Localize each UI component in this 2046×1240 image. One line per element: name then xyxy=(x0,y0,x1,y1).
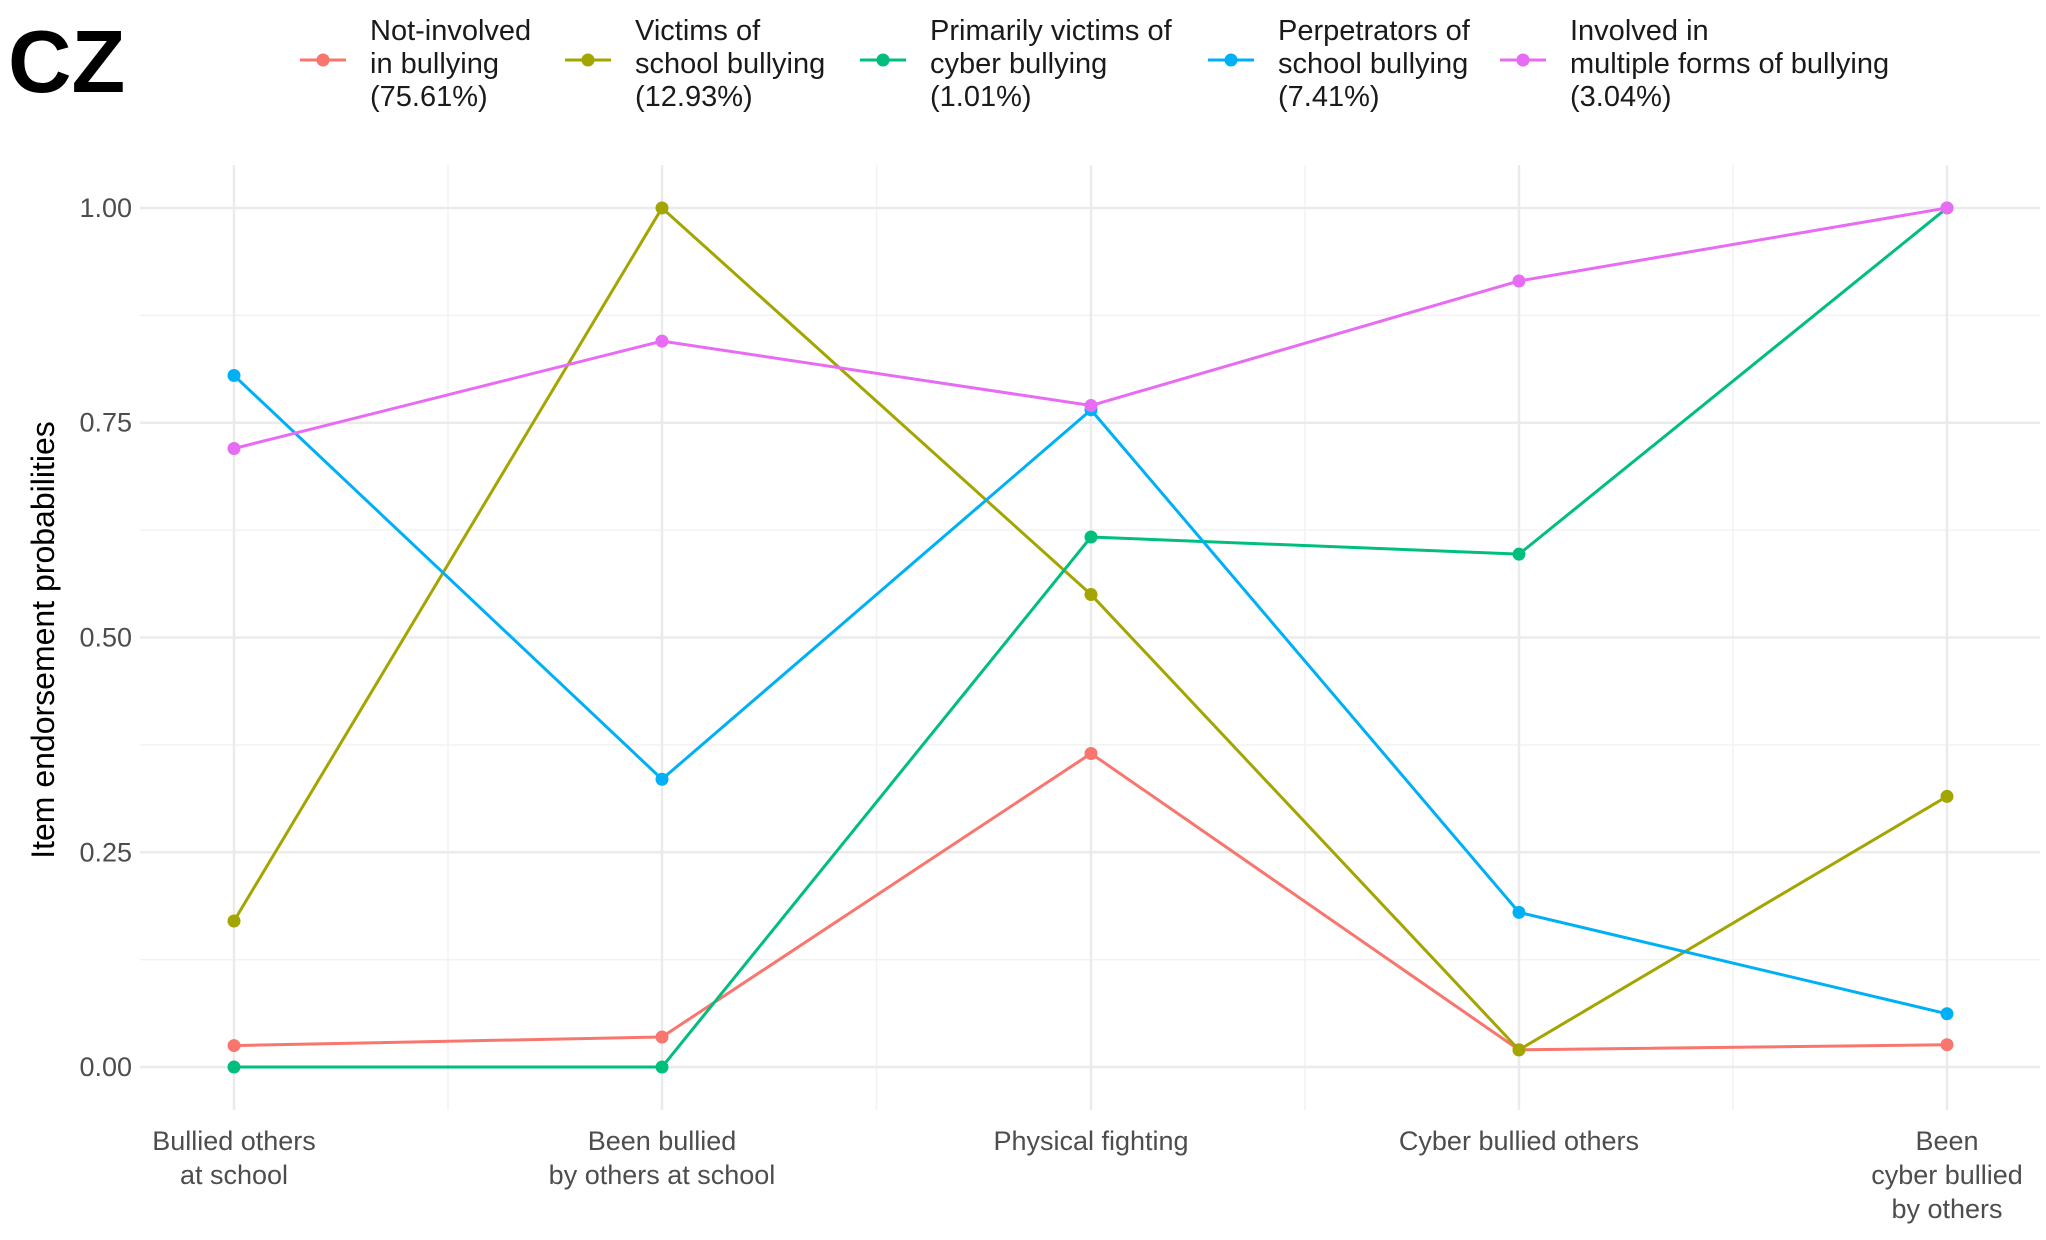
legend-item: Perpetrators of school bullying (7.41%) xyxy=(1208,15,1471,113)
data-point xyxy=(227,442,241,455)
legend-item: Primarily victims of cyber bullying (1.01%… xyxy=(860,15,1173,113)
panel-label: CZ xyxy=(8,12,125,111)
data-point xyxy=(1940,201,1954,215)
data-point xyxy=(1512,274,1526,288)
data-point xyxy=(655,201,669,215)
y-tick-label: 1.00 xyxy=(79,193,132,223)
legend-label: Victims of school bullying (12.93%) xyxy=(635,15,825,113)
data-point xyxy=(1512,905,1526,919)
data-point xyxy=(1084,399,1098,413)
legend-label: Perpetrators of school bullying (7.41%) xyxy=(1278,15,1471,113)
data-point xyxy=(655,334,669,348)
data-point xyxy=(1512,1043,1526,1057)
legend: Not-involved in bullying (75.61%) Victims o… xyxy=(300,15,1889,113)
data-point xyxy=(227,1060,241,1074)
x-axis: Bullied others at school Been bullied by ot… xyxy=(152,1126,2023,1224)
y-tick-label: 0.50 xyxy=(79,623,132,653)
legend-key-point xyxy=(876,53,890,67)
series-group xyxy=(227,201,1954,1074)
data-point xyxy=(1084,746,1098,760)
x-tick-label: Bullied others at school xyxy=(152,1126,316,1190)
data-point xyxy=(1940,789,1954,803)
legend-label: Primarily victims of cyber bullying (1.01%… xyxy=(930,15,1173,113)
y-tick-label: 0.00 xyxy=(79,1052,132,1082)
legend-item: Victims of school bullying (12.93%) xyxy=(565,15,825,113)
data-point xyxy=(655,1030,669,1044)
data-point xyxy=(655,772,669,786)
legend-label: Not-involved in bullying (75.61%) xyxy=(370,15,531,113)
data-point xyxy=(1084,530,1098,544)
legend-item: Involved in multiple forms of bullying (3.… xyxy=(1500,15,1889,113)
grid xyxy=(140,165,2040,1110)
legend-item: Not-involved in bullying (75.61%) xyxy=(300,15,531,113)
y-tick-label: 0.25 xyxy=(79,837,132,867)
data-point xyxy=(1084,588,1098,602)
data-point xyxy=(1940,1038,1954,1052)
y-axis-title: Item endorsement probabilities xyxy=(25,421,61,859)
data-point xyxy=(1940,1007,1954,1021)
legend-key-point xyxy=(581,53,595,67)
legend-key-point xyxy=(316,53,330,67)
x-tick-label: Been cyber bullied by others xyxy=(1871,1126,2023,1224)
x-tick-label: Cyber bullied others xyxy=(1399,1126,1639,1156)
y-tick-label: 0.75 xyxy=(79,408,132,438)
legend-key-point xyxy=(1516,53,1530,67)
data-point xyxy=(227,1039,241,1053)
x-tick-label: Been bullied by others at school xyxy=(549,1126,776,1190)
data-point xyxy=(655,1060,669,1074)
y-axis: 0.00 0.25 0.50 0.75 1.00 xyxy=(79,193,132,1082)
data-point xyxy=(1512,547,1526,561)
data-point xyxy=(227,914,241,928)
legend-key-point xyxy=(1224,53,1238,67)
data-point xyxy=(227,368,241,382)
x-tick-label: Physical fighting xyxy=(993,1126,1188,1156)
legend-label: Involved in multiple forms of bullying (3.… xyxy=(1570,15,1889,113)
